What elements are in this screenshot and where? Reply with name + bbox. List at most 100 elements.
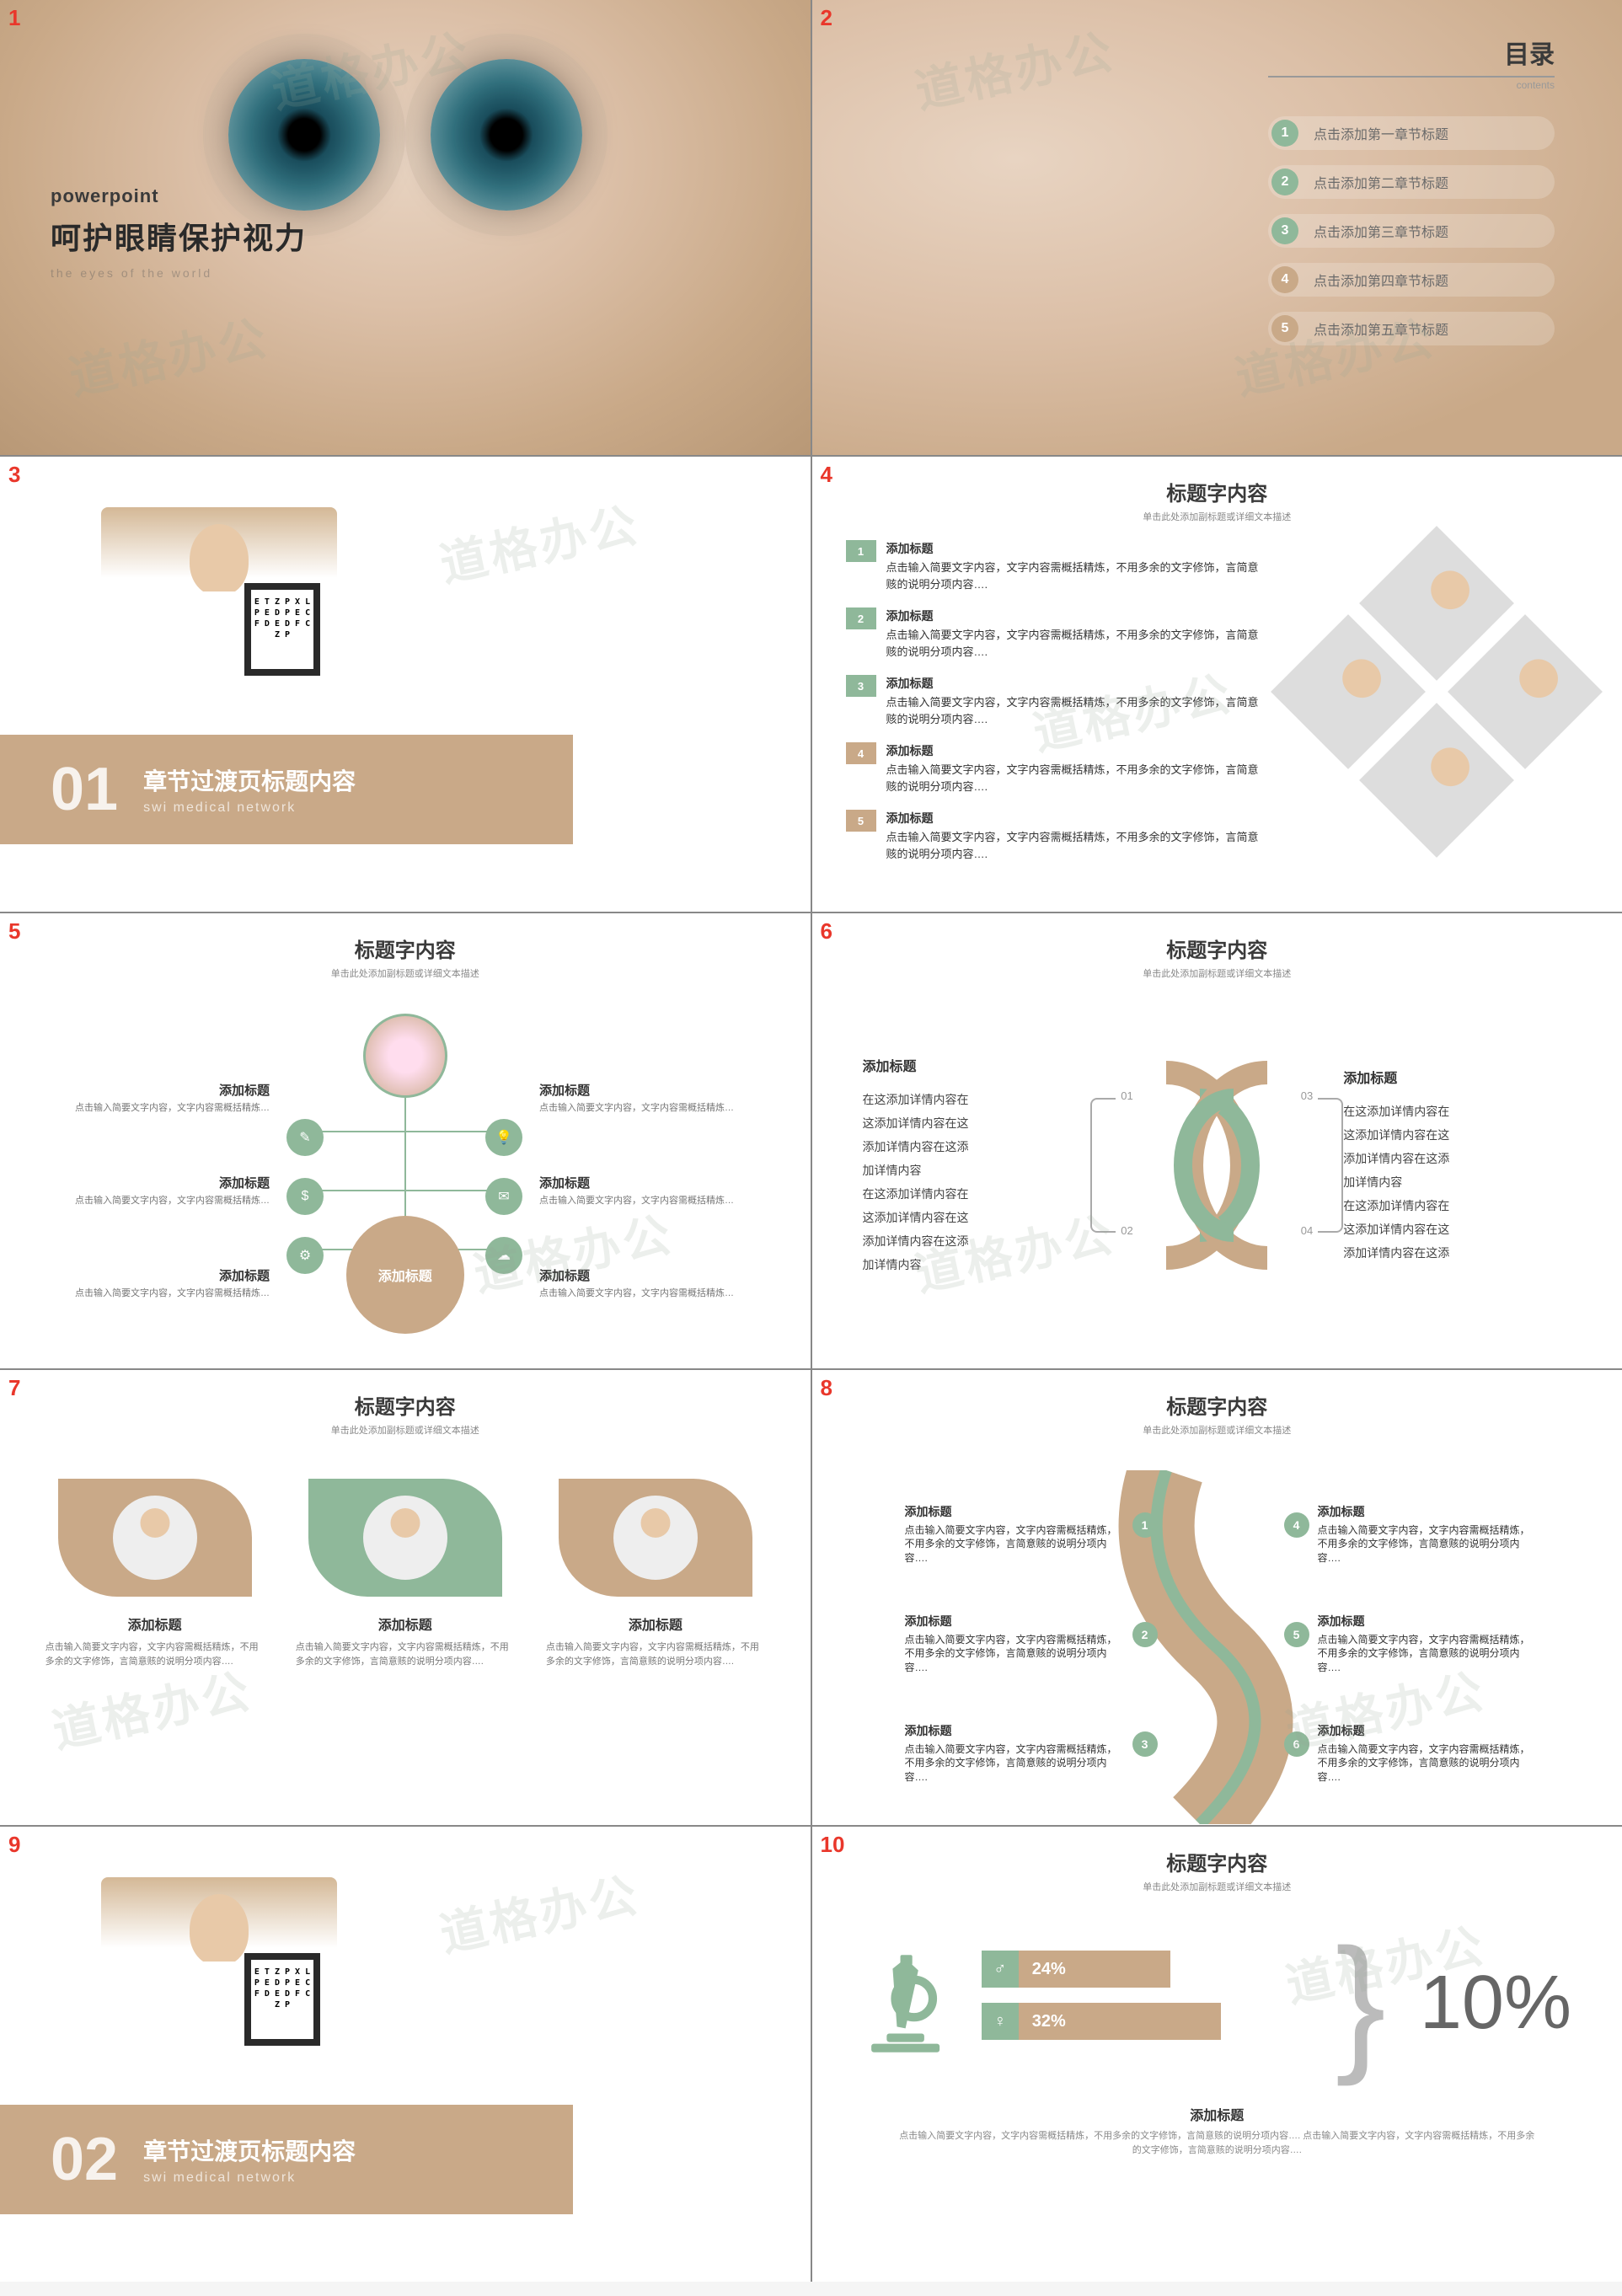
road-point: 添加标题点击输入简要文字内容，文字内容需概括精炼，不用多余的文字修饰，言简意赅的…	[905, 1504, 1124, 1565]
slide-9: 9 E T Z P X L P E D P E C F D E D F C Z …	[0, 1827, 811, 2282]
slide-number: 10	[821, 1832, 845, 1858]
point-number: 4	[1284, 1512, 1309, 1538]
numbered-list: 1 添加标题点击输入简要文字内容，文字内容需概括精炼，不用多余的文字修饰，言简意赅…	[846, 540, 1261, 877]
col-lines: 在这添加详情内容在这添加详情内容在这添加详情内容在这添加详情内容在这添加详情内容…	[1343, 1100, 1571, 1265]
leaf-shape	[308, 1479, 502, 1597]
tree-icon: ⚙	[286, 1237, 324, 1274]
list-item: 1添加标题点击输入简要文字内容，文字内容需概括精炼，不用多余的文字修饰，言简意赅…	[846, 540, 1261, 592]
tree-node: 添加标题点击输入简要文字内容，文字内容需概括精炼…	[539, 1174, 741, 1207]
node-desc: 点击输入简要文字内容，文字内容需概括精炼…	[67, 1287, 270, 1300]
toc-label: 点击添加第二章节标题	[1314, 172, 1448, 192]
item-text: 添加标题点击输入简要文字内容，文字内容需概括精炼，不用多余的文字修饰，言简意赅的…	[886, 742, 1261, 795]
node-title: 添加标题	[67, 1174, 270, 1191]
toc-number: 4	[1271, 266, 1298, 293]
road-point: 添加标题点击输入简要文字内容，文字内容需概括精炼，不用多余的文字修饰，言简意赅的…	[1318, 1614, 1537, 1675]
section-band: 02 章节过渡页标题内容 swi medical network	[0, 2105, 573, 2214]
toc-item[interactable]: 3点击添加第三章节标题	[1268, 214, 1555, 248]
road-point: 添加标题点击输入简要文字内容，文字内容需概括精炼，不用多余的文字修饰，言简意赅的…	[905, 1614, 1124, 1675]
leaf-item: 添加标题点击输入简要文字内容，文字内容需概括精炼，不用多余的文字修饰，言简意赅的…	[296, 1479, 515, 1668]
section-number: 01	[51, 755, 118, 824]
tree-node: 添加标题点击输入简要文字内容，文字内容需概括精炼…	[67, 1266, 270, 1300]
powerpoint-label: powerpoint	[51, 185, 307, 207]
section-sub: swi medical network	[143, 2170, 356, 2186]
toc-label: 点击添加第三章节标题	[1314, 221, 1448, 241]
list-item: 5添加标题点击输入简要文字内容，文字内容需概括精炼，不用多余的文字修饰，言简意赅…	[846, 810, 1261, 862]
leaf-shape	[559, 1479, 752, 1597]
header-title: 标题字内容	[812, 477, 1622, 506]
item-number: 4	[846, 742, 876, 764]
section-sub: swi medical network	[143, 800, 356, 816]
diamond-mosaic	[1285, 540, 1588, 843]
header-sub: 单击此处添加副标题或详细文本描述	[812, 510, 1622, 523]
item-number: 3	[846, 675, 876, 697]
header-title: 标题字内容	[812, 1847, 1622, 1876]
stat-bar: ♂24%	[982, 1951, 1302, 1988]
list-item: 3添加标题点击输入简要文字内容，文字内容需概括精炼，不用多余的文字修饰，言简意赅…	[846, 675, 1261, 727]
left-column: 添加标题 在这添加详情内容在这添加详情内容在这添加详情内容在这添加详情内容在这添…	[863, 1054, 1091, 1276]
section-band: 01 章节过渡页标题内容 swi medical network	[0, 735, 573, 844]
toc-item[interactable]: 5 点击添加第五章节标题	[1268, 312, 1555, 345]
footer-title: 添加标题	[1190, 2109, 1244, 2123]
col-lines: 在这添加详情内容在这添加详情内容在这添加详情内容在这添加详情内容在这添加详情内容…	[863, 1088, 1091, 1276]
toc-label: 点击添加第五章节标题	[1314, 318, 1448, 339]
item-desc: 点击输入简要文字内容，文字内容需概括精炼，不用多余的文字修饰，言简意赅的说明分项…	[546, 1640, 765, 1668]
toc-item[interactable]: 2 点击添加第二章节标题	[1268, 165, 1555, 199]
slide-3: 3 E T Z P X L P E D P E C F D E D F C Z …	[0, 457, 811, 912]
road-body: 添加标题点击输入简要文字内容，文字内容需概括精炼，不用多余的文字修饰，言简意赅的…	[812, 1437, 1622, 1807]
header-sub: 单击此处添加副标题或详细文本描述	[812, 966, 1622, 980]
slide-number: 4	[821, 462, 832, 488]
item-title: 添加标题	[46, 1614, 265, 1634]
tree-icon: ✎	[286, 1119, 324, 1156]
big-percent: 10%	[1420, 1960, 1571, 2047]
point-number: 6	[1284, 1731, 1309, 1757]
item-number: 1	[846, 540, 876, 562]
item-text: 添加标题点击输入简要文字内容，文字内容需概括精炼，不用多余的文字修饰，言简意赅的…	[886, 810, 1261, 862]
slide-number: 5	[8, 918, 20, 945]
slide-number: 9	[8, 1832, 20, 1858]
slide-6: 6 标题字内容 单击此处添加副标题或详细文本描述 添加标题 在这添加详情内容在这…	[812, 913, 1622, 1368]
node-title: 添加标题	[539, 1081, 741, 1099]
gender-icon: ♂	[982, 1951, 1019, 1988]
item-number: 2	[846, 607, 876, 629]
tree-node: 添加标题点击输入简要文字内容，文字内容需概括精炼…	[67, 1081, 270, 1115]
eye-chart: E T Z P X L P E D P E C F D E D F C Z P	[251, 1960, 313, 2010]
toc-items: 1点击添加第一章节标题 2 点击添加第二章节标题 3点击添加第三章节标题 4 点击添加第四…	[1268, 116, 1555, 345]
node-desc: 点击输入简要文字内容，文字内容需概括精炼…	[539, 1102, 741, 1115]
toc-label: 点击添加第四章节标题	[1314, 270, 1448, 290]
center-circle: 添加标题	[346, 1216, 464, 1334]
brace-icon: }	[1336, 1927, 1386, 2079]
item-desc: 点击输入简要文字内容，文字内容需概括精炼，不用多余的文字修饰，言简意赅的说明分项…	[46, 1640, 265, 1668]
road-point: 添加标题点击输入简要文字内容，文字内容需概括精炼，不用多余的文字修饰，言简意赅的…	[1318, 1504, 1537, 1565]
item-title: 添加标题	[546, 1614, 765, 1634]
toc-number: 2	[1271, 169, 1298, 195]
tree-icon: ✉	[485, 1178, 522, 1215]
list-item: 2 添加标题点击输入简要文字内容，文字内容需概括精炼，不用多余的文字修饰，言简意赅…	[846, 607, 1261, 660]
toc-item[interactable]: 4 点击添加第四章节标题	[1268, 263, 1555, 297]
node-title: 添加标题	[67, 1081, 270, 1099]
leaf-image	[613, 1496, 698, 1580]
slide-header: 标题字内容 单击此处添加副标题或详细文本描述	[812, 913, 1622, 980]
tree-node: 添加标题点击输入简要文字内容，文字内容需概括精炼…	[539, 1081, 741, 1115]
header-title: 标题字内容	[812, 934, 1622, 963]
eye-right	[372, 51, 641, 219]
toc-number: 5	[1271, 315, 1298, 342]
node-title: 添加标题	[539, 1266, 741, 1284]
watermark: 道格办公	[433, 487, 645, 596]
slide-header: 标题字内容 单击此处添加副标题或详细文本描述	[812, 1827, 1622, 1893]
toc-item[interactable]: 1点击添加第一章节标题	[1268, 116, 1555, 150]
footer-desc: 点击输入简要文字内容，文字内容需概括精炼，不用多余的文字修饰，言简意赅的说明分项…	[897, 2129, 1537, 2157]
title-block: powerpoint 呵护眼睛保护视力 the eyes of the worl…	[51, 185, 307, 280]
section-title: 章节过渡页标题内容	[143, 2133, 356, 2167]
top-circle-image	[363, 1014, 447, 1098]
num-label: 01	[1121, 1089, 1132, 1102]
item-text: 添加标题点击输入简要文字内容，文字内容需概括精炼，不用多余的文字修饰，言简意赅的…	[886, 607, 1261, 660]
slide-header: 标题字内容 单击此处添加副标题或详细文本描述	[0, 913, 811, 980]
toc-sub: contents	[1268, 79, 1555, 91]
node-title: 添加标题	[67, 1266, 270, 1284]
slide-number: 8	[821, 1375, 832, 1401]
gender-icon: ♀	[982, 2003, 1019, 2040]
footer-text: 添加标题 点击输入简要文字内容，文字内容需概括精炼，不用多余的文字修饰，言简意赅…	[863, 2104, 1572, 2157]
point-number: 2	[1132, 1622, 1158, 1647]
subtitle: the eyes of the world	[51, 266, 307, 280]
slide-header: 标题字内容 单击此处添加副标题或详细文本描述	[0, 1370, 811, 1437]
